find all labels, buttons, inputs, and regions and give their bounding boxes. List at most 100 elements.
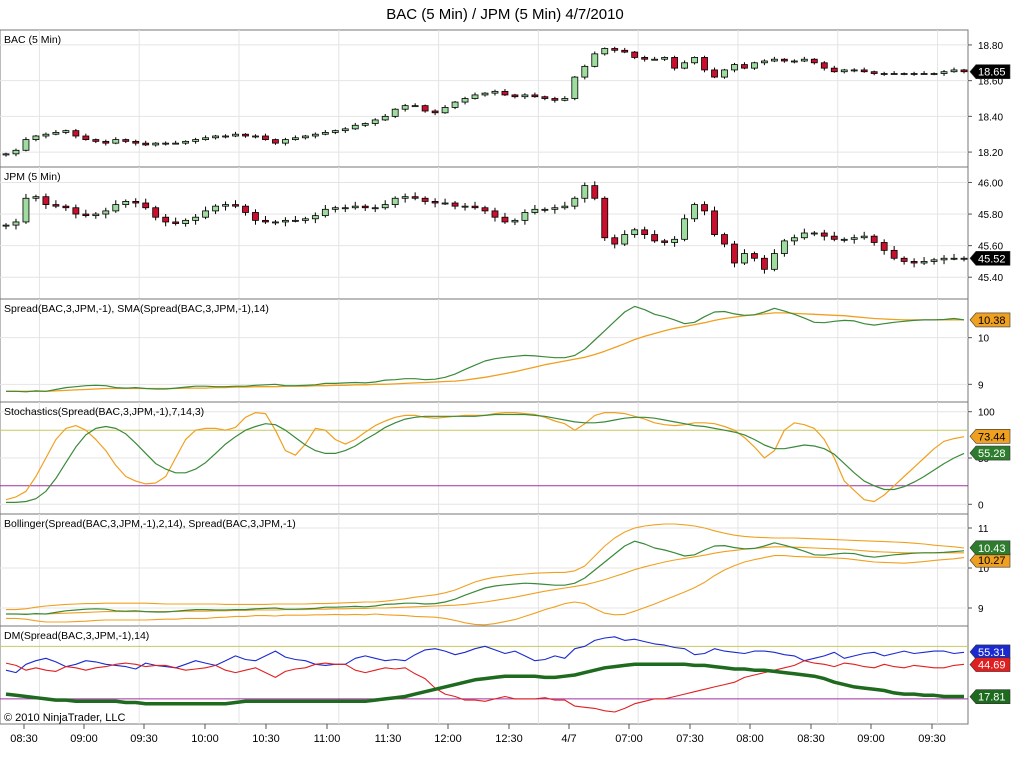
candle: [162, 141, 170, 146]
candle: [202, 135, 209, 141]
candle-up-body: [900, 73, 908, 75]
candle: [411, 103, 419, 108]
candle-down-body: [820, 62, 828, 69]
candle: [950, 67, 958, 73]
candle-up-body: [351, 205, 359, 209]
candle: [32, 194, 40, 202]
candle: [212, 204, 219, 215]
candle-down-body: [82, 135, 90, 140]
candle: [830, 65, 838, 73]
candle: [361, 122, 369, 127]
candle: [82, 133, 90, 141]
dm-plus-last-value: 55.31: [969, 644, 1011, 660]
candle: [741, 249, 748, 265]
candle-down-body: [591, 185, 599, 199]
y-tick-label: 46.00: [978, 178, 1003, 189]
dm-panel-label: DM(Spread(BAC,3,JPM,-1),14): [4, 630, 149, 642]
candle: [92, 212, 100, 219]
candle: [331, 129, 339, 135]
candle-up-body: [381, 115, 389, 121]
candle-up-body: [581, 65, 589, 78]
candle-up-body: [571, 76, 579, 99]
candle: [311, 132, 319, 139]
candle: [272, 219, 279, 226]
candle-up-body: [631, 229, 639, 235]
candle-up-body: [381, 204, 389, 209]
bollinger-band-last-value: 10.27: [969, 552, 1011, 568]
candle-up-body: [321, 208, 329, 217]
candle-up-body: [331, 130, 339, 133]
candle: [790, 59, 798, 64]
time-tick-label: 08:00: [736, 733, 764, 745]
candle-down-body: [810, 58, 818, 64]
candle-down-body: [701, 57, 708, 71]
candle: [521, 209, 529, 225]
candle-up-body: [561, 205, 569, 209]
candle: [571, 196, 579, 210]
candle: [82, 209, 90, 218]
candle-down-body: [541, 96, 549, 99]
candle-down-body: [671, 57, 679, 69]
candle: [631, 51, 639, 60]
bac-last-value-shape: [969, 64, 1011, 80]
candle: [222, 201, 229, 211]
candle: [142, 140, 150, 146]
candle-up-body: [12, 221, 20, 226]
candle: [481, 92, 489, 97]
spread-panel-label: Spread(BAC,3,JPM,-1), SMA(Spread(BAC,3,J…: [4, 303, 269, 315]
stochastics-panel-label: Stochastics(Spread(BAC,3,JPM,-1),7,14,3): [4, 406, 204, 418]
candle-up-body: [272, 221, 279, 224]
candle: [870, 70, 878, 76]
candle-up-body: [112, 204, 120, 212]
candle: [242, 133, 249, 138]
candle: [311, 212, 319, 224]
candle-down-body: [820, 232, 828, 237]
time-tick-label: 4/7: [561, 733, 576, 745]
candle: [501, 212, 509, 224]
candle-up-body: [601, 48, 609, 55]
candle-up-body: [561, 98, 569, 101]
candle-down-body: [651, 234, 659, 242]
bollinger-panel-frame: [0, 513, 969, 627]
candle: [681, 60, 688, 70]
candle-up-body: [860, 235, 868, 239]
candle: [671, 55, 679, 71]
spread-line: [6, 305, 965, 393]
candle: [282, 217, 289, 227]
candle: [721, 232, 728, 248]
candle-up-body: [321, 132, 329, 135]
candle-up-body: [212, 205, 219, 212]
candle: [262, 133, 269, 141]
y-tick-label: 9: [978, 604, 984, 615]
candle: [202, 206, 209, 220]
candle-down-body: [721, 234, 728, 245]
candle: [731, 240, 738, 268]
stoch-d-line: [6, 413, 965, 503]
candle-down-body: [731, 243, 738, 264]
candle-up-body: [661, 57, 669, 60]
candle: [381, 114, 389, 121]
copyright-text: © 2010 NinjaTrader, LLC: [4, 712, 125, 724]
stochastics-panel: 100500Stochastics(Spread(BAC,3,JPM,-1),7…: [0, 401, 1011, 515]
candle: [860, 231, 868, 240]
candle: [880, 239, 888, 255]
candle-up-body: [401, 105, 409, 110]
candle: [850, 234, 858, 244]
candle: [291, 135, 299, 141]
candle-down-body: [471, 205, 479, 209]
candle: [581, 182, 589, 203]
candle: [2, 152, 10, 157]
bollinger-lower: [6, 555, 965, 626]
bollinger-band-last-value-text: 10.27: [978, 555, 1006, 567]
y-tick-label: 9: [978, 380, 984, 391]
candle-down-body: [481, 207, 489, 212]
dm-plus-last-value-shape: [969, 644, 1011, 660]
candle-up-body: [910, 73, 918, 75]
time-tick-label: 09:30: [918, 733, 946, 745]
candle: [371, 118, 379, 126]
candle-up-body: [481, 92, 489, 96]
candle-up-body: [780, 240, 788, 254]
candle: [12, 218, 20, 230]
candle-up-body: [751, 62, 758, 69]
